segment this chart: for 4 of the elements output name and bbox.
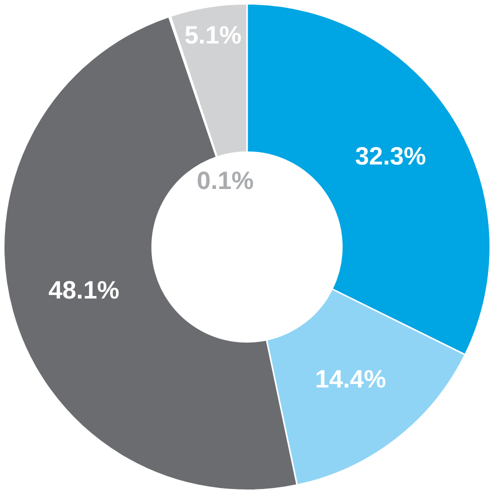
data-label: 32.3% [355, 142, 426, 171]
data-label: 48.1% [48, 276, 120, 304]
data-label: 14.4% [315, 365, 386, 394]
data-label: 0.1% [196, 167, 254, 196]
